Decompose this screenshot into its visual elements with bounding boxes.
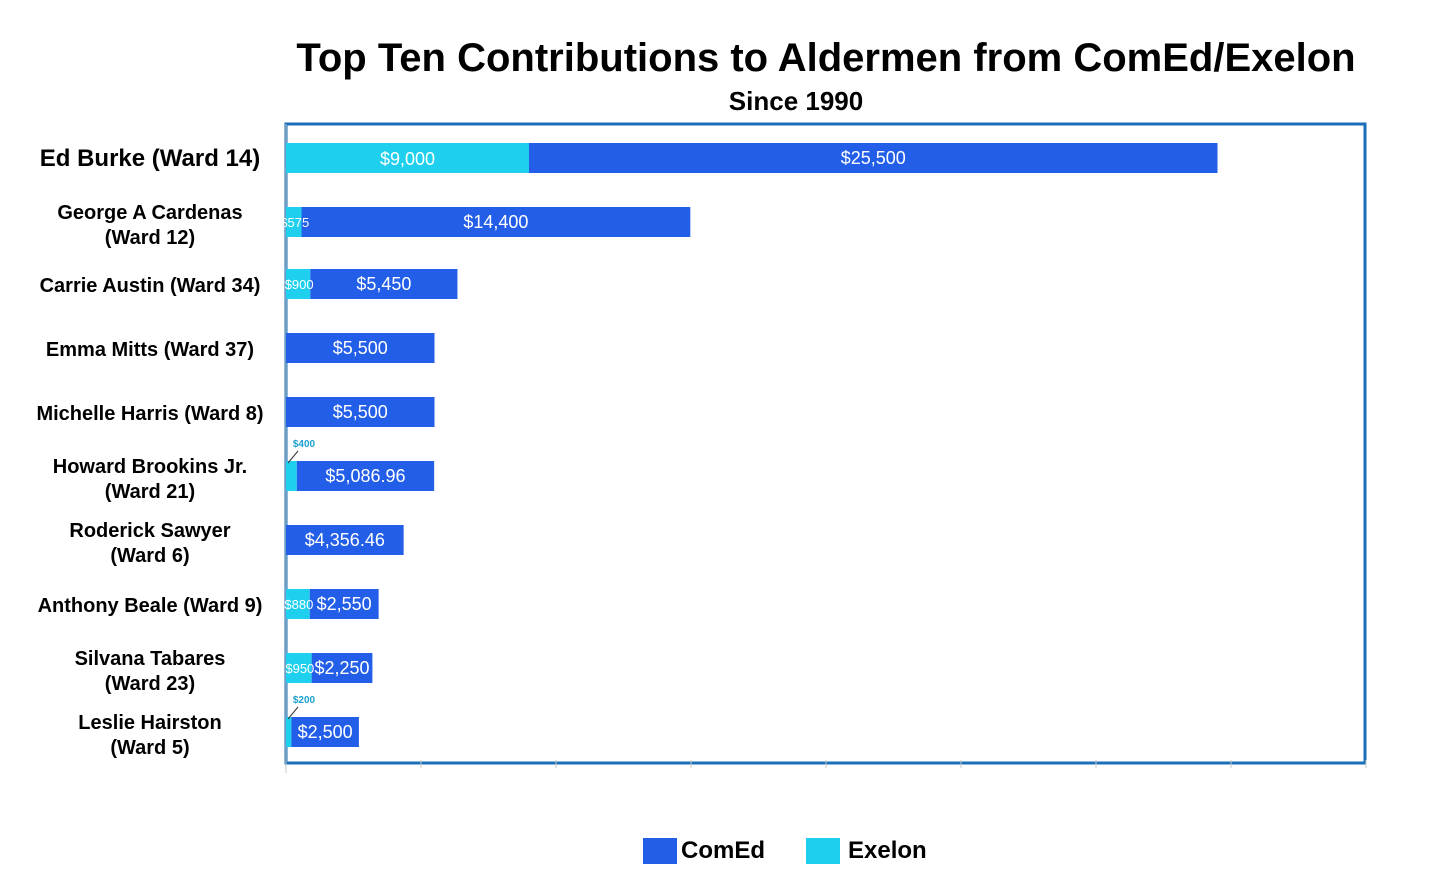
bar-comed <box>296 461 435 491</box>
data-label-comed: $5,086.96 <box>325 466 405 486</box>
legend-item-exelon: Exelon <box>806 836 927 866</box>
data-label-comed: $5,500 <box>333 338 388 358</box>
category-label-line: Leslie Hairston <box>78 712 221 734</box>
bar-comed <box>286 525 404 555</box>
legend-item-comed: ComEd <box>643 836 765 866</box>
bar-exelon <box>286 143 529 173</box>
category-label: Roderick Sawyer (Ward 6) <box>69 520 230 567</box>
category-label: Anthony Beale (Ward 9) <box>38 595 263 617</box>
category-label: Michelle Harris (Ward 8) <box>36 403 263 425</box>
category-label-line: Silvana Tabares <box>75 648 226 670</box>
data-label-comed: $14,400 <box>463 212 528 232</box>
legend-label-exelon: Exelon <box>848 837 927 864</box>
category-label: Howard Brookins Jr. (Ward 21) <box>53 456 248 503</box>
data-label-exelon: $9,000 <box>380 149 435 169</box>
bar-exelon <box>286 653 312 683</box>
bar-comed <box>311 653 373 683</box>
category-label-line: Emma Mitts (Ward 37) <box>46 339 254 361</box>
category-label: Leslie Hairston (Ward 5) <box>78 712 221 759</box>
data-label-comed: $5,450 <box>356 274 411 294</box>
data-label-comed: $4,356.46 <box>305 530 385 550</box>
bar-comed <box>309 589 379 619</box>
data-label-comed: $2,250 <box>314 658 369 678</box>
category-label: Silvana Tabares (Ward 23) <box>75 648 226 695</box>
data-label-exelon: $880 <box>284 597 313 612</box>
bar-comed <box>529 143 1218 173</box>
category-label-line: (Ward 12) <box>105 227 195 249</box>
category-label-line: Michelle Harris (Ward 8) <box>36 403 263 425</box>
bar-comed <box>291 717 359 747</box>
bar-exelon <box>286 207 302 237</box>
data-label-exelon: $400 <box>293 439 316 450</box>
data-label-comed: $2,550 <box>317 594 372 614</box>
data-label-leader <box>287 450 299 464</box>
category-label-line: Anthony Beale (Ward 9) <box>38 595 263 617</box>
category-label-line: George A Cardenas <box>57 202 242 224</box>
chart-title: Top Ten Contributions to Aldermen from C… <box>296 36 1356 80</box>
bar-exelon <box>286 589 310 619</box>
data-label-leader <box>287 706 299 720</box>
bar-exelon <box>286 269 311 299</box>
category-label-line: Howard Brookins Jr. <box>53 456 248 478</box>
data-label-exelon: $950 <box>285 661 314 676</box>
category-label: Emma Mitts (Ward 37) <box>46 339 254 361</box>
bar-comed <box>310 269 458 299</box>
category-label-line: Roderick Sawyer <box>69 520 230 542</box>
bar-comed <box>286 333 435 363</box>
category-label-line: (Ward 5) <box>110 737 189 759</box>
chart-subtitle: Since 1990 <box>728 86 864 116</box>
data-label-comed: $5,500 <box>333 402 388 422</box>
bar-exelon <box>286 717 292 747</box>
category-label: George A Cardenas (Ward 12) <box>57 202 242 249</box>
data-label-exelon: $575 <box>280 215 309 230</box>
category-label-line: Ed Burke (Ward 14) <box>40 145 261 172</box>
category-label-line: (Ward 6) <box>110 545 189 567</box>
category-label-line: (Ward 23) <box>105 673 195 695</box>
bar-exelon <box>286 461 297 491</box>
data-label-exelon: $200 <box>293 695 316 706</box>
category-label: Carrie Austin (Ward 34) <box>40 275 261 297</box>
legend-swatch-comed <box>643 838 677 864</box>
category-label-line: Carrie Austin (Ward 34) <box>40 275 261 297</box>
data-label-comed: $2,500 <box>298 722 353 742</box>
data-label-comed: $25,500 <box>841 148 906 168</box>
bar-comed <box>301 207 691 237</box>
data-label-exelon: $900 <box>285 277 314 292</box>
legend-label-comed: ComEd <box>681 837 765 864</box>
chart-legend: ComEd Exelon <box>0 836 1440 866</box>
category-label: Ed Burke (Ward 14) <box>40 145 261 172</box>
legend-swatch-exelon <box>806 838 840 864</box>
bar-comed <box>286 397 435 427</box>
category-label-line: (Ward 21) <box>105 481 195 503</box>
